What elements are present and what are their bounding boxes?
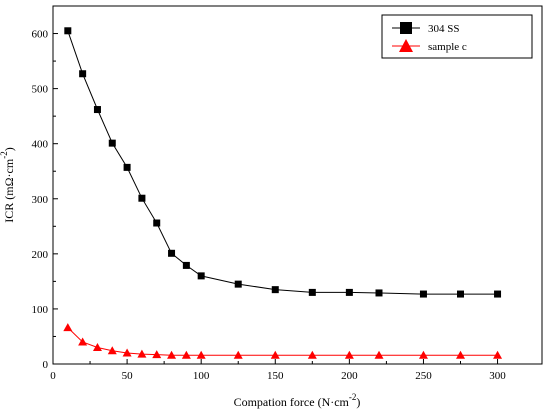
- data-point-sample-c: [307, 350, 317, 359]
- data-point-sample-c: [78, 337, 88, 346]
- data-point-sample-c: [122, 348, 132, 357]
- data-point-sample-c: [374, 350, 384, 359]
- y-tick-label: 200: [32, 249, 49, 261]
- data-point-sample-c: [456, 350, 465, 359]
- series-line-304-ss: [67, 30, 498, 295]
- series-line-sample-c: [67, 327, 498, 356]
- x-tick-label: 100: [193, 370, 210, 382]
- data-point-304-ss: [153, 219, 161, 227]
- data-point-304-ss: [271, 286, 279, 294]
- data-point-304-ss: [168, 249, 176, 257]
- data-point-sample-c: [233, 350, 243, 359]
- data-point-304-ss: [308, 288, 316, 296]
- x-axis-title: Compation force (N·cm-2): [234, 392, 361, 409]
- data-point-sample-c: [137, 349, 147, 358]
- data-point-sample-c: [418, 350, 428, 359]
- data-point-304-ss: [138, 194, 146, 202]
- legend-marker-304ss: [400, 22, 412, 34]
- data-point-sample-c: [493, 350, 503, 359]
- y-tick-label: 300: [32, 194, 49, 206]
- y-tick-label: 0: [43, 359, 49, 371]
- x-tick-label: 300: [489, 370, 506, 382]
- legend-marker-sample-c: [399, 39, 413, 52]
- legend-label-sample-c: sample c: [428, 41, 467, 53]
- x-tick-label: 50: [122, 370, 134, 382]
- data-point-sample-c: [270, 350, 280, 359]
- plot-frame: [52, 5, 543, 365]
- x-tick-label: 200: [341, 370, 358, 382]
- data-point-304-ss: [79, 70, 87, 78]
- data-point-sample-c: [181, 350, 191, 359]
- data-point-304-ss: [64, 27, 72, 35]
- data-point-sample-c: [344, 350, 354, 359]
- data-point-304-ss: [182, 261, 190, 269]
- data-point-304-ss: [197, 272, 205, 280]
- data-point-sample-c: [63, 323, 73, 332]
- x-tick-label: 150: [267, 370, 284, 382]
- y-tick-label: 600: [32, 29, 49, 41]
- data-point-304-ss: [375, 289, 383, 297]
- data-point-sample-c: [92, 342, 102, 351]
- y-axis-title: ICR (mΩ·cm-2): [0, 147, 16, 222]
- y-tick-label: 100: [32, 304, 49, 316]
- data-point-304-ss: [494, 290, 502, 298]
- y-tick-label: 400: [32, 139, 49, 151]
- data-point-304-ss: [457, 290, 464, 298]
- data-point-304-ss: [345, 288, 353, 296]
- y-tick-label: 500: [32, 84, 49, 96]
- data-point-304-ss: [234, 280, 242, 288]
- legend: 304 SS sample c: [381, 14, 533, 59]
- x-tick-label: 0: [50, 370, 56, 382]
- x-tick-label: 250: [415, 370, 432, 382]
- series-layer: [63, 27, 503, 359]
- data-point-sample-c: [107, 346, 117, 355]
- data-point-304-ss: [108, 139, 116, 147]
- data-point-304-ss: [93, 106, 101, 114]
- data-point-sample-c: [196, 350, 206, 359]
- legend-label-304ss: 304 SS: [428, 23, 460, 35]
- axis-ticks: 0 50 100 150 200 250 300 0 100 200 300 400 500 600: [32, 5, 506, 382]
- data-point-304-ss: [419, 290, 427, 298]
- data-point-304-ss: [123, 163, 131, 171]
- data-point-sample-c: [152, 350, 162, 359]
- data-point-sample-c: [167, 350, 177, 359]
